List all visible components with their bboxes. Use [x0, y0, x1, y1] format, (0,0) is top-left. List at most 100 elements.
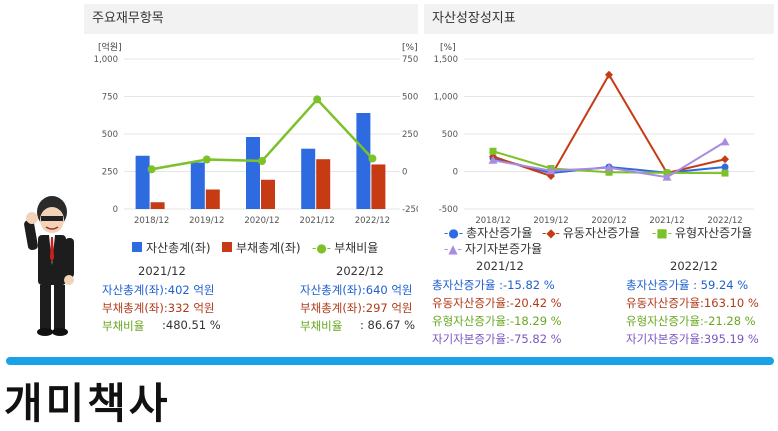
- x-tick-label: 2018/12: [134, 216, 169, 226]
- financial-items-title: 주요재무항목: [84, 4, 418, 34]
- left-2021-ratio-label: 부채비율: [102, 319, 145, 333]
- point-tangible-asset: [489, 147, 497, 155]
- legend-ratio-marker: -●-: [312, 241, 332, 255]
- y-tick-label: 0: [113, 205, 118, 215]
- left-year-2022: 2022/12: [336, 264, 384, 278]
- divider-bar: [6, 357, 774, 365]
- bar-asset: [135, 155, 150, 209]
- right-2021-current: 유동자산증가율:-20.42 %: [432, 296, 562, 310]
- y-tick-label: 1,500: [434, 55, 458, 65]
- right-2022-tangible: 유형자산증가율:-21.28 %: [626, 314, 756, 328]
- y-tick-label: 750: [102, 93, 118, 103]
- legend-asset[interactable]: 자산총계(좌): [132, 239, 211, 256]
- x-tick-label: 2022/12: [355, 216, 390, 226]
- bar-asset: [190, 162, 205, 209]
- bar-debt: [150, 202, 165, 209]
- y-tick-label: 1,000: [434, 93, 458, 103]
- y-unit: [%]: [440, 43, 456, 53]
- legend-ratio-label: 부채비율: [334, 241, 379, 255]
- asset-growth-chart: [%] 1,500 1,000 500 0 -500 2018/12 2019/12 2020/…: [434, 43, 754, 226]
- y2-tick-label: 250: [402, 130, 418, 140]
- brand-title: 개미책사: [4, 379, 171, 428]
- x-tick-label: 2022/12: [707, 216, 742, 226]
- right-2022-total: 총자산증가율 : 59.24 %: [626, 278, 749, 292]
- y-tick-label: 500: [442, 130, 458, 140]
- y2-tick-label: -250: [402, 205, 418, 215]
- legend-tangible-asset[interactable]: -■- 유형자산증가율: [652, 224, 752, 241]
- legend-debt-swatch: [222, 242, 232, 252]
- right-2021-total: 총자산증가율 :-15.82 %: [432, 278, 555, 292]
- x-tick-label: 2019/12: [533, 216, 568, 226]
- point-total-asset: [721, 163, 729, 171]
- legend-current-asset[interactable]: -◆- 유동자산증가율: [542, 224, 640, 241]
- legend-debt-label: 부채총계(좌): [236, 241, 301, 255]
- right-2021-tangible: 유형자산증가율:-18.29 %: [432, 314, 562, 328]
- left-2022-ratio-label: 부채비율: [300, 319, 343, 333]
- bar-asset: [356, 113, 371, 209]
- bar-asset: [246, 137, 260, 209]
- bar-debt: [316, 159, 331, 209]
- point-current-asset: [721, 155, 729, 164]
- y2-tick-label: 0: [402, 168, 407, 178]
- legend-total-asset-marker: -●-: [444, 226, 464, 240]
- ratio-point: [258, 157, 266, 165]
- point-current-asset: [605, 70, 613, 79]
- x-tick-label: 2021/12: [649, 216, 684, 226]
- legend-asset-label: 자산총계(좌): [146, 241, 211, 255]
- asset-growth-panel: 자산성장성지표 [%] 1,500 1,000 500 0 -500 2018/12 2019…: [424, 4, 774, 354]
- legend-ratio[interactable]: -●- 부채비율: [312, 239, 378, 256]
- left-2022-debt: 부채총계(좌):297 억원: [300, 301, 413, 315]
- legend-current-asset-marker: -◆-: [542, 226, 560, 240]
- left-year-2021: 2021/12: [138, 264, 186, 278]
- left-2022-ratio-value: : 86.67 %: [360, 318, 416, 332]
- legend-total-asset[interactable]: -●- 총자산증가율: [444, 224, 532, 241]
- bar-debt: [205, 189, 220, 209]
- right-2022-current: 유동자산증가율:163.10 %: [626, 296, 759, 310]
- x-tick-label: 2018/12: [475, 216, 510, 226]
- left-2021-debt: 부채총계(좌):332 억원: [102, 301, 215, 315]
- ratio-point: [368, 154, 377, 163]
- legend-total-asset-label: 총자산증가율: [466, 226, 533, 240]
- left-2022-asset: 자산총계(좌):640 억원: [300, 283, 413, 297]
- legend-tangible-asset-label: 유형자산증가율: [675, 226, 753, 240]
- legend-tangible-asset-marker: -■-: [652, 226, 672, 240]
- y-tick-label: -500: [439, 205, 458, 215]
- x-tick-label: 2019/12: [189, 216, 224, 226]
- asset-growth-title: 자산성장성지표: [424, 4, 774, 34]
- y-tick-label: 250: [102, 168, 118, 178]
- bar-debt: [261, 179, 275, 209]
- legend-current-asset-label: 유동자산증가율: [562, 226, 641, 240]
- ratio-point: [313, 95, 322, 104]
- financial-items-chart: [억원] [%] 1,000 750 500 250 0 750 500 250 0 -250 2018…: [94, 41, 418, 226]
- point-tangible-asset: [721, 169, 729, 177]
- x-tick-label: 2020/12: [591, 216, 626, 226]
- ratio-point: [147, 165, 156, 174]
- y-tick-label: 500: [102, 130, 118, 140]
- legend-asset-swatch: [132, 242, 142, 252]
- legend-equity[interactable]: -▲- 자기자본증가율: [444, 240, 542, 257]
- left-2021-asset: 자산총계(좌):402 억원: [102, 283, 215, 297]
- right-year-2021: 2021/12: [476, 259, 524, 273]
- point-equity: [488, 155, 498, 164]
- point-equity: [604, 163, 614, 172]
- left-y-unit: [억원]: [98, 41, 122, 53]
- x-tick-label: 2020/12: [244, 216, 279, 226]
- y2-tick-label: 500: [402, 93, 418, 103]
- y2-tick-label: 750: [402, 55, 418, 65]
- x-tick-label: 2021/12: [300, 216, 335, 226]
- left-2021-ratio-value: :480.51 %: [162, 318, 221, 332]
- right-y-unit: [%]: [402, 43, 418, 53]
- y-tick-label: 0: [453, 168, 458, 178]
- right-2022-equity: 자기자본증가율:395.19 %: [626, 332, 759, 346]
- financial-items-panel: 주요재무항목 [억원] [%] 1,000 750 500 250 0 750 500 250 0 -…: [84, 4, 418, 354]
- mascot-figure: [24, 196, 74, 336]
- point-equity: [546, 166, 556, 175]
- right-2021-equity: 자기자본증가율:-75.82 %: [432, 332, 562, 346]
- legend-equity-marker: -▲-: [444, 242, 462, 256]
- legend-equity-label: 자기자본증가율: [464, 242, 543, 256]
- right-year-2022: 2022/12: [670, 259, 718, 273]
- point-equity: [720, 137, 730, 146]
- bar-asset: [301, 148, 316, 209]
- legend-debt[interactable]: 부채총계(좌): [222, 239, 301, 256]
- ratio-point: [202, 155, 211, 164]
